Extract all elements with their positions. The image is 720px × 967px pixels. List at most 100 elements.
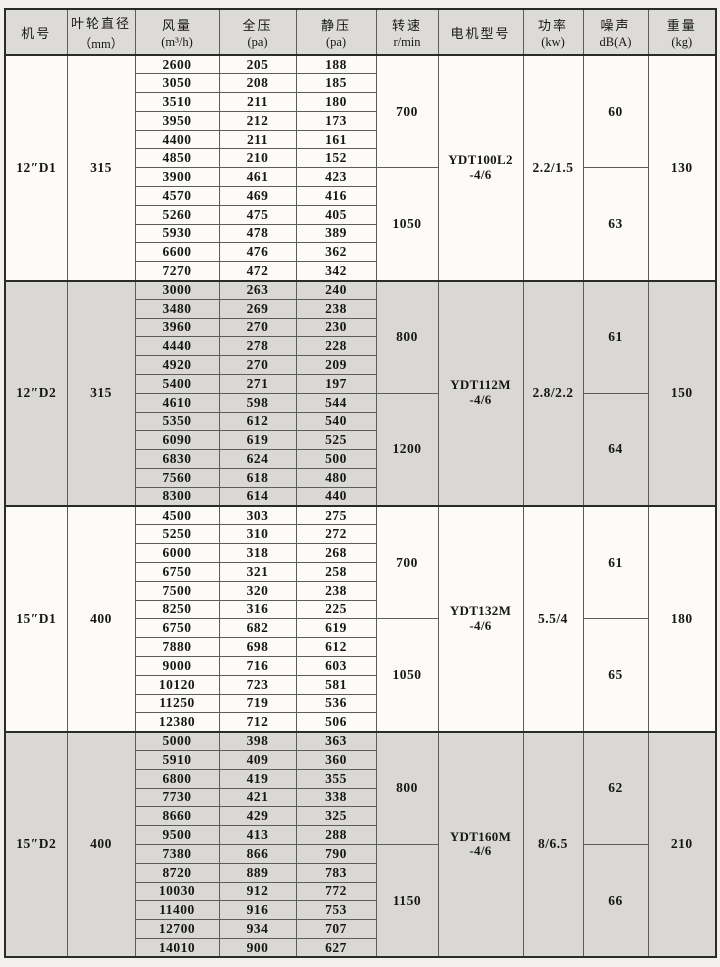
col-header-weight-label: 重量 bbox=[666, 17, 697, 33]
table-row: 8660 429 325 bbox=[5, 806, 716, 827]
cell-diameter: 315 bbox=[66, 54, 136, 282]
col-header-noise-unit: dB(A) bbox=[599, 34, 632, 49]
cell-static-pressure: 612 bbox=[295, 637, 377, 657]
cell-weight: 130 bbox=[647, 54, 717, 282]
cell-static-pressure: 197 bbox=[295, 374, 377, 394]
cell-static-pressure: 783 bbox=[295, 862, 377, 883]
cell-airflow: 6750 bbox=[134, 562, 220, 582]
cell-static-pressure: 525 bbox=[295, 430, 377, 451]
table-row: 8300 614 440 bbox=[5, 486, 716, 507]
motor-model-line2: -4/6 bbox=[469, 392, 492, 408]
col-header-static-pressure-unit: (pa) bbox=[325, 34, 347, 49]
cell-total-pressure: 475 bbox=[218, 204, 297, 225]
cell-total-pressure: 716 bbox=[218, 656, 297, 676]
cell-airflow: 5400 bbox=[134, 374, 220, 394]
cell-speed: 1050 bbox=[375, 167, 439, 282]
table-row: 3950 212 173 bbox=[5, 110, 716, 131]
cell-total-pressure: 419 bbox=[218, 768, 297, 789]
cell-speed: 800 bbox=[375, 730, 439, 845]
cell-total-pressure: 210 bbox=[218, 148, 297, 169]
table-row: 14010 900 627 bbox=[5, 937, 716, 958]
cell-static-pressure: 540 bbox=[295, 411, 377, 432]
col-header-power-unit: (kw) bbox=[541, 34, 565, 49]
table-row: 5910 409 360 bbox=[5, 749, 716, 770]
cell-airflow: 3950 bbox=[134, 110, 220, 131]
cell-total-pressure: 478 bbox=[218, 223, 297, 244]
cell-total-pressure: 889 bbox=[218, 862, 297, 883]
table-row: 12380 712 506 bbox=[5, 712, 716, 733]
table-row: 7270 472 342 bbox=[5, 261, 716, 282]
cell-airflow: 10030 bbox=[134, 881, 220, 902]
cell-static-pressure: 603 bbox=[295, 656, 377, 676]
cell-total-pressure: 321 bbox=[218, 562, 297, 582]
cell-noise: 65 bbox=[582, 618, 649, 733]
cell-total-pressure: 320 bbox=[218, 580, 297, 601]
col-header-diameter-unit: （mm） bbox=[78, 36, 124, 51]
cell-diameter: 400 bbox=[66, 505, 136, 733]
cell-static-pressure: 268 bbox=[295, 543, 377, 564]
table-row: 6090 619 525 bbox=[5, 430, 716, 451]
cell-airflow: 8300 bbox=[134, 486, 220, 507]
cell-total-pressure: 398 bbox=[218, 730, 297, 751]
cell-airflow: 3480 bbox=[134, 298, 220, 319]
table-row: 6800 419 355 bbox=[5, 768, 716, 789]
cell-power: 2.2/1.5 bbox=[522, 54, 584, 282]
table-row: 6000 318 268 bbox=[5, 543, 716, 564]
table-row: 7880 698 612 bbox=[5, 637, 716, 657]
cell-static-pressure: 405 bbox=[295, 204, 377, 225]
col-header-motor-model-label: 电机型号 bbox=[450, 25, 511, 41]
table-row: 12700 934 707 bbox=[5, 919, 716, 939]
motor-model-line2: -4/6 bbox=[469, 843, 492, 859]
cell-total-pressure: 912 bbox=[218, 881, 297, 902]
cell-weight: 150 bbox=[647, 279, 717, 507]
cell-noise: 63 bbox=[582, 167, 649, 282]
cell-model: 12″D2 bbox=[4, 279, 68, 507]
motor-model-line1: YDT160M bbox=[449, 828, 512, 844]
cell-static-pressure: 707 bbox=[295, 919, 377, 939]
cell-noise: 61 bbox=[582, 279, 649, 394]
cell-total-pressure: 310 bbox=[218, 524, 297, 545]
cell-total-pressure: 614 bbox=[218, 486, 297, 507]
cell-static-pressure: 338 bbox=[295, 787, 377, 808]
cell-airflow: 6830 bbox=[134, 449, 220, 470]
cell-airflow: 8250 bbox=[134, 599, 220, 620]
cell-static-pressure: 581 bbox=[295, 674, 377, 695]
cell-static-pressure: 228 bbox=[295, 336, 377, 357]
fan-specification-table: 机号 叶轮直径 （mm） 风量 (m³/h) 全压 (pa) 静压 (pa) 转速 r/min 电机型… bbox=[4, 8, 717, 959]
cell-weight: 210 bbox=[647, 730, 717, 958]
col-header-diameter-label: 叶轮直径 bbox=[70, 15, 131, 31]
cell-static-pressure: 258 bbox=[295, 562, 377, 582]
cell-total-pressure: 612 bbox=[218, 411, 297, 432]
table-row: 4850 210 152 bbox=[5, 148, 716, 169]
cell-static-pressure: 790 bbox=[295, 843, 377, 864]
cell-airflow: 3000 bbox=[134, 279, 220, 300]
cell-total-pressure: 469 bbox=[218, 186, 297, 206]
cell-total-pressure: 723 bbox=[218, 674, 297, 695]
col-header-weight-unit: (kg) bbox=[671, 34, 693, 49]
cell-total-pressure: 900 bbox=[218, 937, 297, 958]
cell-static-pressure: 753 bbox=[295, 900, 377, 921]
cell-airflow: 3900 bbox=[134, 167, 220, 188]
motor-model-line1: YDT100L2 bbox=[448, 151, 513, 167]
col-header-total-pressure-label: 全压 bbox=[242, 17, 273, 33]
cell-total-pressure: 712 bbox=[218, 712, 297, 733]
cell-static-pressure: 480 bbox=[295, 468, 377, 488]
table-row: 4570 469 416 bbox=[5, 186, 716, 206]
cell-total-pressure: 409 bbox=[218, 749, 297, 770]
table-row: 15″D1 400 4500 303 275 700 YDT132M -4/6 5.5/4 61 1… bbox=[4, 505, 717, 733]
cell-static-pressure: 544 bbox=[295, 392, 377, 413]
table-row: 5250 310 272 bbox=[5, 524, 716, 545]
cell-static-pressure: 325 bbox=[295, 806, 377, 827]
cell-total-pressure: 719 bbox=[218, 693, 297, 714]
col-header-model-label: 机号 bbox=[21, 25, 52, 41]
col-header-airflow-unit: (m³/h) bbox=[161, 34, 193, 49]
table-row: 8250 316 225 bbox=[5, 599, 716, 620]
col-header-model: 机号 bbox=[4, 8, 68, 56]
cell-total-pressure: 211 bbox=[218, 92, 297, 112]
cell-total-pressure: 698 bbox=[218, 637, 297, 657]
cell-motor-model: YDT112M -4/6 bbox=[437, 279, 524, 507]
table-body: 12″D1 315 2600 205 188 700 YDT100L2 -4/6 2.2/1.5… bbox=[4, 54, 717, 958]
cell-static-pressure: 188 bbox=[295, 54, 377, 75]
table-row: 12″D1 315 2600 205 188 700 YDT100L2 -4/6 2.2/1.5… bbox=[4, 54, 717, 282]
cell-total-pressure: 429 bbox=[218, 806, 297, 827]
